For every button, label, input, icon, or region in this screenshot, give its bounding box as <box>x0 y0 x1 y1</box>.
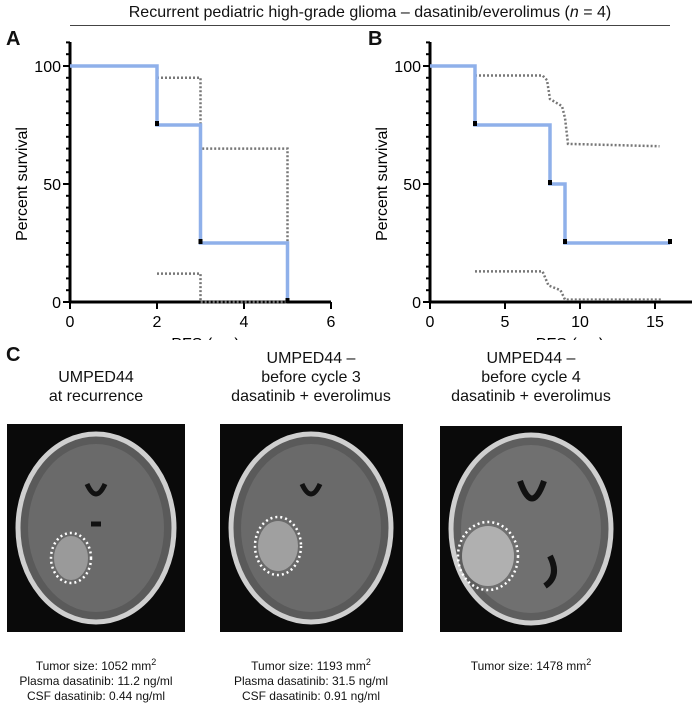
x-axis-label: PFS (mo) <box>536 336 604 340</box>
tumor-size-text: Tumor size: 1478 mm <box>470 659 587 673</box>
caption-line: dasatinib + everolimus <box>451 388 611 405</box>
mri-stats-3: Tumor size: 1478 mm2 <box>430 655 632 674</box>
mri-stats-2: Tumor size: 1193 mm2 Plasma dasatinib: 3… <box>210 655 412 704</box>
ci-upper-line <box>157 76 289 243</box>
panel-label-a: A <box>6 28 21 50</box>
tumor-outline <box>49 531 93 585</box>
caption-line: UMPED44 – <box>266 350 356 367</box>
mri-caption-2: UMPED44 – before cycle 3 dasatinib + eve… <box>205 349 417 406</box>
superscript: 2 <box>151 657 157 667</box>
title-suffix: = 4) <box>578 4 612 21</box>
y-tick-label: 100 <box>34 59 61 76</box>
x-tick-label: 0 <box>66 314 75 331</box>
y-tick-label: 100 <box>394 59 421 76</box>
censor-mark <box>473 121 477 126</box>
y-tick-label: 0 <box>52 295 61 312</box>
survival-curve <box>70 64 290 302</box>
panel-label-b: B <box>368 28 383 50</box>
csf-dasatinib: CSF dasatinib: 0.91 ng/ml <box>241 689 381 703</box>
mri-image-1 <box>7 424 185 632</box>
csf-dasatinib: CSF dasatinib: 0.44 ng/ml <box>26 689 166 703</box>
mri-image-2 <box>220 424 403 632</box>
y-tick-label: 0 <box>412 295 421 312</box>
x-tick-label: 15 <box>646 314 664 331</box>
y-tick-label: 50 <box>43 177 61 194</box>
caption-line: dasatinib + everolimus <box>231 388 391 405</box>
title-rule <box>70 25 670 26</box>
mri-stats-1: Tumor size: 1052 mm2 Plasma dasatinib: 1… <box>0 655 192 704</box>
tumor-outline <box>253 515 303 577</box>
figure-title: Recurrent pediatric high-grade glioma – … <box>70 4 670 22</box>
plasma-dasatinib: Plasma dasatinib: 11.2 ng/ml <box>19 674 173 688</box>
caption-line: before cycle 4 <box>481 369 581 386</box>
x-tick-label: 10 <box>571 314 589 331</box>
km-chart-b: 0 50 100 0 5 10 15 PFS (mo) Percent survival <box>374 41 692 340</box>
plasma-dasatinib: Plasma dasatinib: 31.5 ng/ml <box>233 674 389 688</box>
ci-upper-line <box>475 74 660 148</box>
x-axis-label: PFS (mo) <box>171 336 239 340</box>
title-n: n <box>569 4 579 21</box>
y-axis-label: Percent survival <box>374 127 391 241</box>
tumor-size: Tumor size: 1478 mm2 <box>430 655 632 674</box>
x-tick-label: 5 <box>501 314 510 331</box>
censor-mark <box>155 121 159 126</box>
y-tick-label: 50 <box>403 177 421 194</box>
caption-line: at recurrence <box>48 388 144 405</box>
x-tick-label: 4 <box>240 314 249 331</box>
censor-mark <box>563 239 567 244</box>
caption-line: before cycle 3 <box>261 369 361 386</box>
mri-caption-3: UMPED44 – before cycle 4 dasatinib + eve… <box>425 349 637 406</box>
superscript: 2 <box>365 657 371 667</box>
panel-label-c: C <box>6 344 21 366</box>
mri-image-3 <box>440 426 622 632</box>
mri-caption-1: UMPED44 at recurrence <box>0 368 192 406</box>
tumor-size: Tumor size: 1193 mm2 <box>210 655 412 674</box>
title-text: Recurrent pediatric high-grade glioma – … <box>128 4 570 21</box>
x-tick-label: 6 <box>327 314 336 331</box>
x-tick-label: 0 <box>426 314 435 331</box>
tumor-size-text: Tumor size: 1193 mm <box>251 659 366 673</box>
ci-lower-line <box>157 272 288 304</box>
y-axis-label: Percent survival <box>14 127 31 241</box>
x-tick-label: 2 <box>153 314 162 331</box>
survival-curve <box>430 64 670 245</box>
censor-mark <box>548 180 552 185</box>
superscript: 2 <box>586 657 592 667</box>
caption-line: UMPED44 – <box>486 350 576 367</box>
censor-mark <box>198 239 203 244</box>
tumor-size: Tumor size: 1052 mm2 <box>0 655 192 674</box>
censor-mark <box>668 239 672 244</box>
tumor-outline <box>456 520 520 592</box>
caption-line: UMPED44 <box>58 369 134 386</box>
ci-lower-line <box>475 270 663 301</box>
km-chart-a: 0 50 100 0 2 4 6 PFS (mo) Percent survival <box>14 41 336 340</box>
censor-mark <box>285 298 290 303</box>
tumor-size-text: Tumor size: 1052 mm <box>35 659 152 673</box>
